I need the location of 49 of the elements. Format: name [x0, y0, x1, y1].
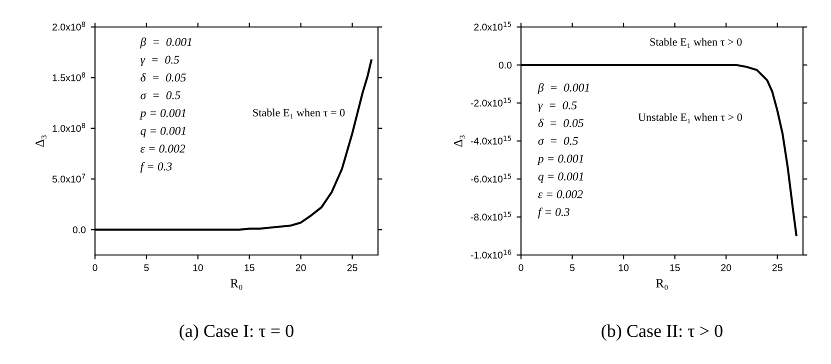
x-axis-title: R₀: [230, 279, 242, 290]
annotation: Unstable E₁ when τ > 0: [638, 113, 742, 124]
x-tick-label: 10: [618, 264, 629, 272]
annotation: ε = 0.002: [140, 144, 186, 153]
annotation: Stable E₁ when τ > 0: [650, 38, 742, 48]
annotation: q = 0.001: [538, 172, 583, 183]
text: (b) Case II: τ > 0: [602, 324, 722, 341]
annotation: p = 0.001: [140, 109, 186, 120]
annotation: p = 0.001: [537, 154, 583, 166]
text: (a) Case I: τ = 0: [180, 324, 294, 341]
annotation: σ = 0.5: [538, 136, 578, 145]
annotation: γ = 0.5: [538, 101, 577, 112]
y-tick-label: -1.0x10$^{16}$: [470, 250, 512, 259]
annotation: γ = 0.5: [140, 56, 180, 66]
annotation: δ = 0.05: [538, 118, 584, 128]
y-tick-label: -4.0x10$^{15}$: [470, 136, 512, 145]
x-tick-label: 0: [92, 264, 98, 272]
annotation: ε = 0.002: [538, 190, 583, 198]
x-tick-label: 25: [347, 264, 358, 272]
annotation: β = 0.001: [538, 83, 589, 94]
y-tick-label: 1.5x10$^{8}$: [52, 72, 86, 82]
annotation: f = 0.3: [140, 162, 172, 173]
x-tick-label: 10: [193, 264, 203, 272]
x-tick-label: 20: [296, 264, 306, 272]
x-tick-label: 20: [721, 264, 732, 272]
x-tick-label: 25: [772, 264, 782, 272]
y-tick-label: 1.0x10$^{8}$: [52, 123, 86, 132]
y-tick-label: 2.0x10$^{8}$: [52, 22, 86, 31]
x-axis-title: R₀: [656, 279, 668, 290]
annotation: f = 0.3: [538, 208, 570, 218]
annotation: q = 0.001: [140, 126, 186, 138]
x-tick-label: 5: [144, 264, 149, 272]
y-tick-label: 5.0x10$^{7}$: [52, 174, 86, 183]
y-tick-label: 2.0x10$^{15}$: [474, 22, 512, 31]
annotation: β = 0.001: [140, 38, 192, 48]
y-tick-label: -8.0x10$^{15}$: [470, 212, 512, 221]
y-tick-label: 0.0: [72, 226, 86, 234]
x-tick-label: 15: [670, 264, 680, 272]
annotation: σ = 0.5: [140, 91, 180, 100]
y-axis-title: Δ₃: [36, 135, 46, 147]
y-tick-label: 0.0: [498, 62, 512, 69]
x-tick-label: 0: [518, 264, 524, 272]
y-tick-label: -6.0x10$^{15}$: [470, 174, 512, 183]
x-tick-label: 5: [570, 264, 575, 272]
x-tick-label: 15: [244, 264, 254, 272]
annotation: δ = 0.05: [140, 73, 186, 82]
annotation: Stable E₁ when τ = 0: [253, 108, 345, 119]
y-axis-title: Δ₃: [454, 135, 465, 147]
y-tick-label: -2.0x10$^{15}$: [470, 98, 512, 107]
